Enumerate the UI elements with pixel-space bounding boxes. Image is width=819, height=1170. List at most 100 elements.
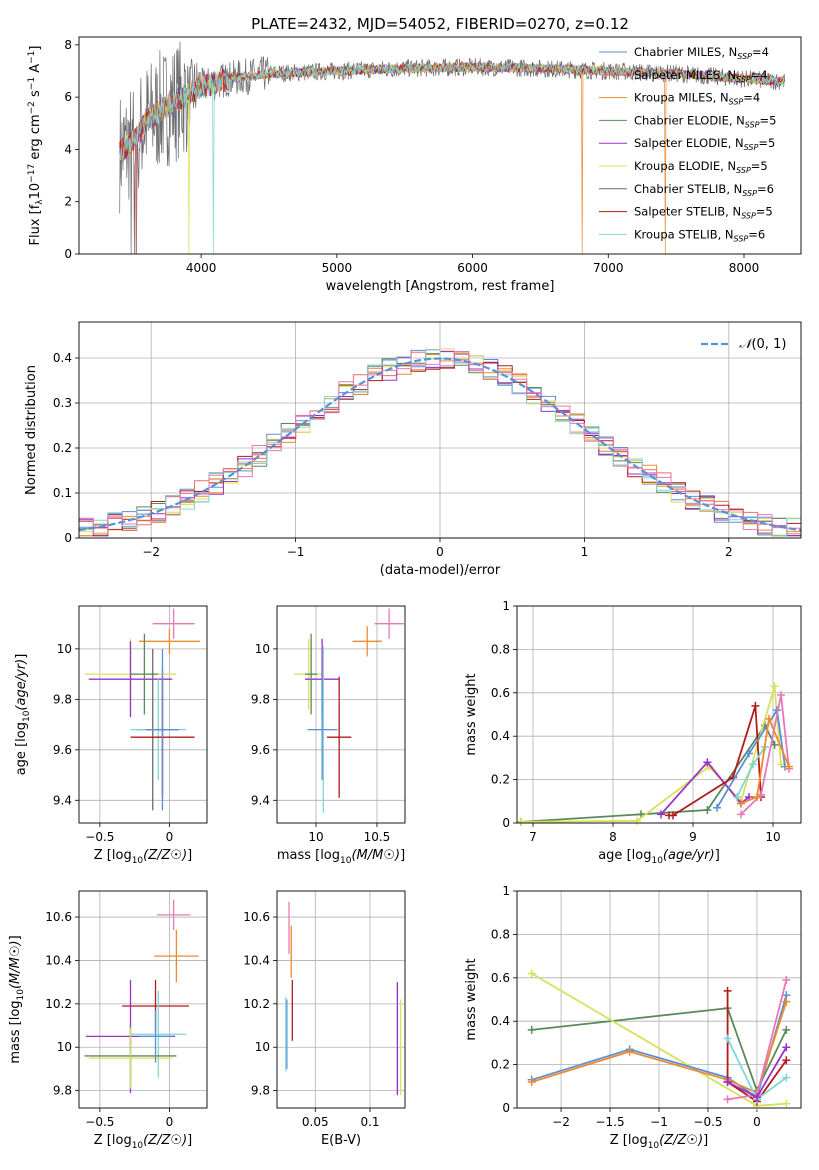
y-tick-label: 0.8 <box>491 927 510 941</box>
y-tick-label: 0.4 <box>491 1014 510 1028</box>
y-tick-label: 0.2 <box>491 773 510 787</box>
data-point <box>307 679 337 781</box>
weight-marker <box>749 760 757 769</box>
y-tick-label: 0 <box>502 1101 510 1115</box>
histogram-series <box>79 353 801 537</box>
weight-marker <box>527 969 536 978</box>
axes-frame <box>78 605 208 824</box>
x-tick-label: 8 <box>609 830 617 844</box>
x-axis-label: Z [log10(Z/Z☉)] <box>610 1133 708 1151</box>
weight-marker <box>703 758 712 767</box>
weight-marker <box>751 701 760 710</box>
x-tick-label: 8000 <box>729 261 760 275</box>
y-tick-label: 2 <box>64 195 72 209</box>
y-tick-label: 10.4 <box>243 953 270 967</box>
x-tick-label: 10 <box>308 830 323 844</box>
x-tick-label: 10.5 <box>364 830 391 844</box>
weight-marker <box>777 690 785 699</box>
age_vs_Z-panel: −0.5 0 9.4 9.6 9.8 10 Z [log10(Z/Z☉)] age [log1… <box>14 605 208 866</box>
y-tick-label: 0.8 <box>491 642 510 656</box>
weight-marker <box>770 682 779 691</box>
mass_vs_Z-panel: −0.5 0 9.8 10 10.2 10.4 10.6 Z [log10(Z/Z☉)] mas… <box>8 890 208 1151</box>
weight-marker <box>782 1025 791 1034</box>
axes-frame <box>516 890 802 1109</box>
data-point <box>352 626 382 657</box>
legend-entry: 𝒩(0, 1) <box>739 337 786 352</box>
data-point <box>88 1027 173 1089</box>
data-point <box>154 930 199 983</box>
y-tick-label: 10 <box>255 1040 270 1054</box>
y-tick-label: 0 <box>64 247 72 261</box>
y-tick-label: 9.8 <box>53 692 72 706</box>
y-tick-label: 1 <box>502 599 510 613</box>
weight-marker <box>782 997 791 1006</box>
y-axis-label: age [log10(age/yr)] <box>14 654 32 776</box>
histogram-series <box>79 349 801 537</box>
x-axis-label: wavelength [Angstrom, rest frame] <box>326 279 555 294</box>
y-axis-label: Flux [fλ10−17 erg cm−2 s−1 A−1] <box>27 46 45 246</box>
x-tick-label: 2 <box>725 545 733 559</box>
x-tick-label: 7 <box>529 830 537 844</box>
legend-entry: Chabrier ELODIE, NSSP=5 <box>634 113 776 129</box>
x-tick-label: −2 <box>142 545 160 559</box>
y-axis-label: Normed distribution <box>24 365 39 495</box>
y-tick-label: 0.2 <box>53 441 72 455</box>
y-tick-label: 9.8 <box>251 1084 270 1098</box>
x-tick-label: 9 <box>689 830 697 844</box>
weight-marker <box>782 1099 791 1108</box>
legend-entry: Salpeter MILES, NSSP=4 <box>634 68 768 84</box>
residuals-panel: −2 −1 0 1 2 0 0.1 0.2 0.3 0.4 𝒩(0, 1) (data-model)/… <box>24 321 802 578</box>
x-tick-label: 5000 <box>322 261 353 275</box>
x-axis-label: (data-model)/error <box>380 563 501 578</box>
y-tick-label: 9.8 <box>251 692 270 706</box>
x-axis-label: Z [log10(Z/Z☉)] <box>94 848 192 866</box>
data-point <box>138 628 201 654</box>
weight-marker <box>782 975 791 984</box>
weight-marker <box>517 817 525 826</box>
x-tick-label: 0 <box>753 1115 761 1129</box>
data-point <box>145 648 180 811</box>
y-tick-label: 10 <box>255 642 270 656</box>
y-tick-label: 9.6 <box>251 743 270 757</box>
y-tick-label: 10.6 <box>45 910 72 924</box>
x-tick-label: −1.5 <box>595 1115 624 1129</box>
weight-marker <box>669 811 677 820</box>
weight-series-line <box>716 707 786 809</box>
y-tick-label: 0.4 <box>491 729 510 743</box>
legend-entry: Kroupa ELODIE, NSSP=5 <box>634 159 768 175</box>
y-tick-label: 4 <box>64 142 72 156</box>
legend-entry: Salpeter STELIB, NSSP=5 <box>634 205 773 221</box>
weight-marker <box>723 986 732 995</box>
spectrum-legend: Chabrier MILES, NSSP=4 Salpeter MILES, NS… <box>599 45 776 243</box>
axes-frame <box>516 605 802 824</box>
weight-marker <box>527 1025 536 1034</box>
mass_vs_Z-points <box>84 899 199 1093</box>
x-tick-label: 4000 <box>186 261 217 275</box>
weight-marker <box>782 1073 791 1082</box>
x-tick-label: 0 <box>166 830 174 844</box>
x-tick-label: 6000 <box>457 261 488 275</box>
data-point <box>326 676 352 798</box>
legend-entry: Chabrier MILES, NSSP=4 <box>634 45 769 61</box>
data-point <box>156 899 191 931</box>
x-tick-label: −0.5 <box>85 830 114 844</box>
axes-frame <box>78 36 802 255</box>
axes-frame <box>78 890 208 1109</box>
weight-marker <box>765 714 773 723</box>
x-tick-label: −2 <box>552 1115 570 1129</box>
weight-marker <box>782 1043 791 1052</box>
y-tick-label: 0 <box>502 816 510 830</box>
weight-marker <box>633 816 641 825</box>
y-tick-label: 9.8 <box>53 1084 72 1098</box>
y-tick-label: 0.4 <box>53 351 72 365</box>
legend-entry: Kroupa STELIB, NSSP=6 <box>634 227 765 243</box>
weight-marker <box>703 805 712 814</box>
y-tick-label: 0.6 <box>491 971 510 985</box>
y-tick-label: 10 <box>57 642 72 656</box>
x-tick-label: −1 <box>287 545 305 559</box>
spectrum-lines <box>119 41 786 254</box>
y-axis-label: mass weight <box>464 673 479 755</box>
y-tick-label: 10.6 <box>243 910 270 924</box>
weight-marker <box>782 1056 791 1065</box>
